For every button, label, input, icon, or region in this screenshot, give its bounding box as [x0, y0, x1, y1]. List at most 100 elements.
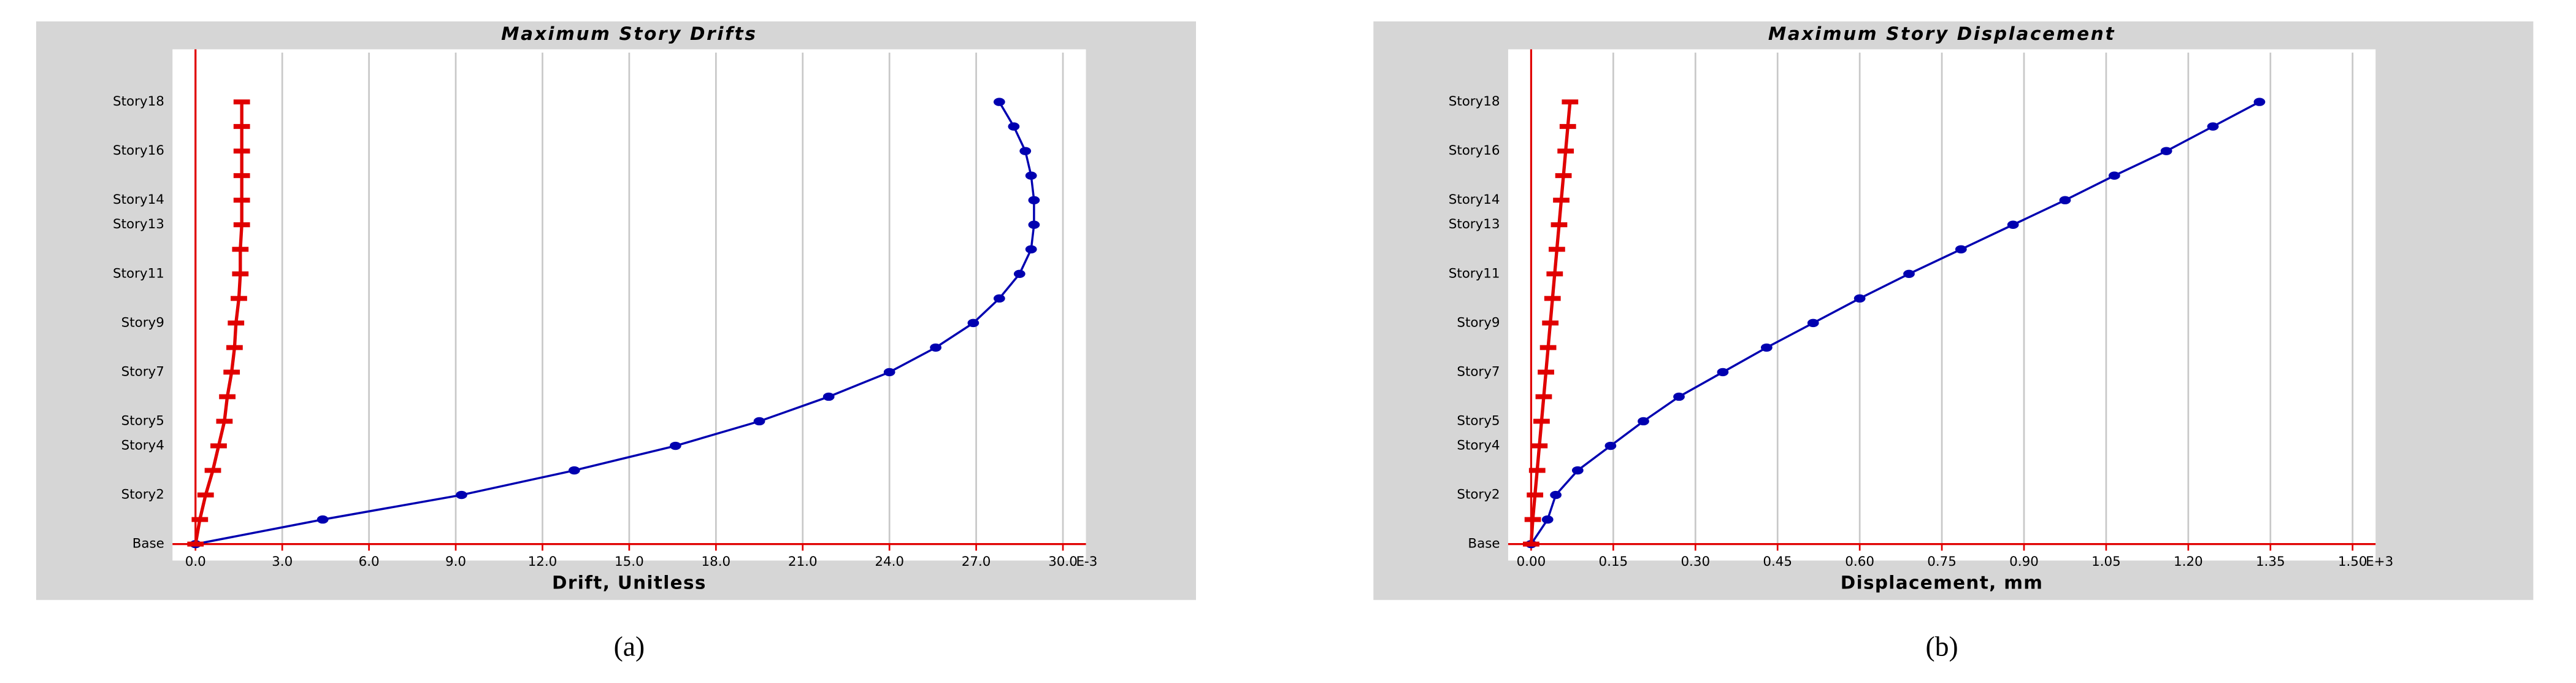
x-tick-label: 0.00 [1517, 554, 1546, 569]
point-marker [1760, 343, 1773, 352]
point-marker [1538, 369, 1554, 375]
x-tick-label: 1.20 [2174, 554, 2203, 569]
x-tick-label: 1.50 [2338, 554, 2367, 569]
point-marker [233, 99, 250, 105]
point-marker [228, 320, 245, 326]
y-tick-label: Story13 [1449, 217, 1500, 232]
point-marker [1673, 392, 1685, 401]
point-marker [2253, 98, 2266, 106]
point-marker [232, 247, 249, 252]
point-marker [568, 466, 580, 475]
point-marker [1562, 99, 1579, 105]
chart-title: Maximum Story Drifts [501, 23, 757, 44]
point-marker [1903, 269, 1915, 279]
point-marker [456, 490, 467, 500]
point-marker [216, 419, 233, 424]
point-marker [669, 441, 681, 450]
x-tick-label: 21.0 [788, 554, 818, 569]
y-tick-label: Story18 [1449, 94, 1500, 109]
point-marker [233, 198, 250, 203]
point-marker [1551, 222, 1568, 228]
x-tick-label: 18.0 [701, 554, 730, 569]
point-marker [1528, 468, 1546, 473]
x-tick-label: 27.0 [962, 554, 991, 569]
point-marker [1638, 417, 1649, 426]
point-marker [1549, 247, 1565, 252]
point-marker [993, 98, 1005, 106]
x-multiplier: E+3 [2366, 554, 2393, 569]
point-marker [1542, 320, 1559, 326]
point-marker [2160, 147, 2172, 155]
y-tick-label: Story14 [113, 192, 164, 207]
point-marker [1604, 441, 1617, 450]
x-tick-label: 30.0 [1048, 554, 1078, 569]
point-marker [993, 294, 1005, 303]
point-marker [753, 417, 765, 426]
x-tick-label: 0.30 [1681, 554, 1710, 569]
point-marker [226, 345, 243, 350]
x-tick-label: 0.75 [1927, 554, 1957, 569]
x-tick-label: 0.90 [2009, 554, 2039, 569]
x-tick-label: 0.45 [1763, 554, 1792, 569]
y-tick-label: Story14 [1449, 192, 1500, 207]
x-tick-label: 1.05 [2091, 554, 2121, 569]
y-tick-label: Story5 [121, 413, 164, 428]
point-marker [1025, 171, 1037, 180]
point-marker [197, 492, 214, 498]
x-tick-label: 0.15 [1599, 554, 1628, 569]
point-marker [1557, 149, 1574, 154]
point-marker [233, 173, 250, 179]
point-marker [1523, 541, 1539, 547]
point-marker [967, 318, 979, 328]
point-marker [1539, 345, 1557, 350]
y-tick-label: Story16 [1449, 143, 1500, 158]
point-marker [2207, 122, 2219, 131]
point-marker [1019, 147, 1032, 155]
point-marker [204, 468, 221, 473]
point-marker [1544, 296, 1561, 301]
y-tick-label: Story11 [1449, 266, 1500, 281]
y-tick-label: Story7 [1457, 364, 1500, 379]
y-tick-label: Story4 [1457, 438, 1500, 453]
y-tick-label: Story9 [1457, 315, 1500, 330]
point-marker [1028, 196, 1040, 204]
point-marker [187, 541, 204, 547]
caption: (b) [1926, 631, 1958, 662]
point-marker [210, 443, 227, 449]
point-marker [1013, 269, 1025, 279]
point-marker [231, 296, 247, 301]
point-marker [1955, 245, 1967, 253]
point-marker [1550, 490, 1562, 500]
point-marker [1559, 124, 1576, 129]
y-tick-label: Story2 [1457, 487, 1500, 503]
point-marker [1541, 515, 1554, 524]
x-tick-label: 24.0 [875, 554, 904, 569]
y-tick-label: Story7 [121, 364, 164, 379]
point-marker [930, 343, 941, 352]
point-marker [1555, 173, 1572, 179]
y-tick-label: Story4 [121, 438, 164, 453]
point-marker [1571, 466, 1584, 475]
x-axis-title: Drift, Unitless [552, 572, 707, 593]
point-marker [232, 271, 249, 277]
point-marker [2108, 171, 2120, 180]
point-marker [316, 515, 329, 524]
x-tick-label: 6.0 [359, 554, 380, 569]
y-tick-label: Base [132, 536, 164, 552]
point-marker [1807, 318, 1819, 328]
y-tick-label: Story2 [121, 487, 164, 503]
point-marker [1025, 245, 1037, 253]
x-tick-label: 0.0 [185, 554, 206, 569]
point-marker [233, 124, 250, 129]
point-marker [1535, 394, 1552, 399]
y-tick-label: Story13 [113, 217, 164, 232]
x-axis-title: Displacement, mm [1841, 572, 2044, 593]
point-marker [219, 394, 236, 399]
point-marker [1008, 122, 1020, 131]
chart-title: Maximum Story Displacement [1768, 23, 2115, 44]
point-marker [822, 392, 835, 401]
point-marker [233, 149, 250, 154]
point-marker [1853, 294, 1866, 303]
point-marker [1717, 368, 1729, 377]
x-tick-label: 9.0 [445, 554, 466, 569]
